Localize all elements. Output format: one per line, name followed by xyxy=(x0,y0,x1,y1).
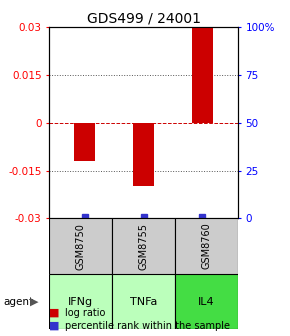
Text: GSM8760: GSM8760 xyxy=(201,223,211,269)
Bar xyxy=(112,274,175,329)
Bar xyxy=(49,218,112,274)
Bar xyxy=(192,27,213,123)
Bar xyxy=(133,123,154,186)
Bar xyxy=(175,274,238,329)
Text: IL4: IL4 xyxy=(198,297,215,306)
Text: IFNg: IFNg xyxy=(68,297,93,306)
Bar xyxy=(175,218,238,274)
Bar xyxy=(49,274,112,329)
Text: log ratio: log ratio xyxy=(65,307,106,318)
Title: GDS499 / 24001: GDS499 / 24001 xyxy=(86,12,201,26)
Bar xyxy=(74,123,95,161)
Text: TNFa: TNFa xyxy=(130,297,157,306)
Text: GSM8750: GSM8750 xyxy=(76,223,86,269)
Text: percentile rank within the sample: percentile rank within the sample xyxy=(65,321,230,331)
Text: agent: agent xyxy=(3,297,33,307)
Text: GSM8755: GSM8755 xyxy=(139,223,148,269)
Text: ■: ■ xyxy=(49,321,60,331)
Text: ■: ■ xyxy=(49,307,60,318)
Bar xyxy=(112,218,175,274)
Text: ▶: ▶ xyxy=(30,296,39,306)
